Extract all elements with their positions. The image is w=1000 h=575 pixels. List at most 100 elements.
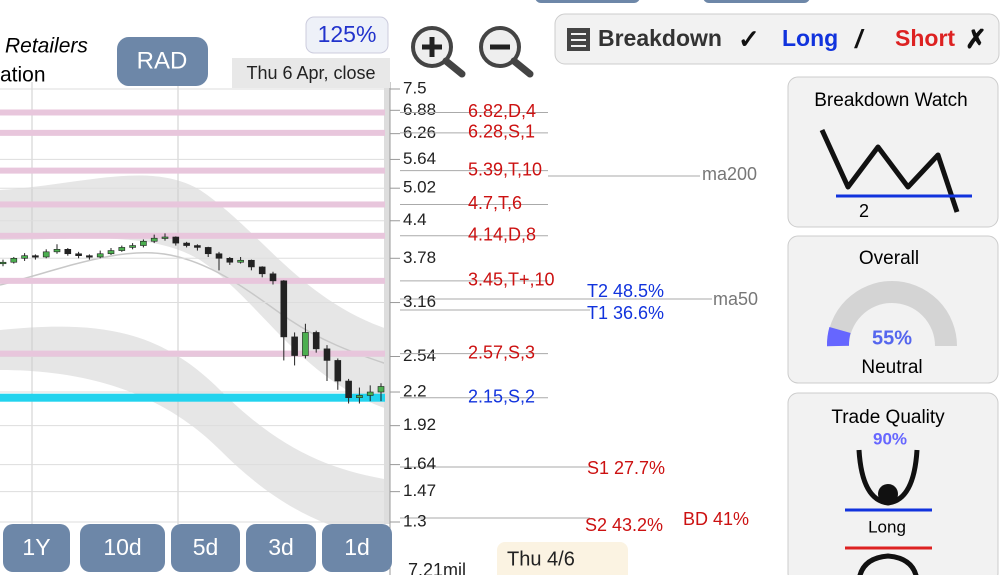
level-label: 5.39,T,10 [468, 159, 542, 179]
candle-body [366, 391, 374, 396]
candle-body [0, 261, 7, 265]
signal[interactable]: Long [782, 25, 838, 51]
ma-label: ma50 [713, 289, 758, 309]
period-label: 10d [103, 534, 141, 560]
zoom-in[interactable] [411, 26, 466, 78]
date-box [232, 58, 390, 88]
zoom: 125% [318, 21, 377, 47]
sector: ation [0, 64, 46, 87]
zoom-box[interactable] [305, 16, 389, 54]
ball [878, 484, 898, 504]
symbol: RAD [137, 47, 188, 74]
candle-body [75, 253, 82, 256]
symbol-button[interactable] [117, 37, 208, 86]
candle-body [204, 247, 212, 255]
candle-body [302, 332, 309, 356]
candle-body [226, 257, 234, 263]
candle-body [323, 348, 331, 361]
list-icon [567, 28, 590, 51]
level-band [0, 129, 385, 136]
candle-body [194, 245, 201, 248]
y-tick-label: 3.16 [403, 292, 436, 311]
sector: Retailers [5, 35, 88, 58]
y-tick-label: 1.47 [403, 481, 436, 500]
period-label: 5d [193, 534, 219, 560]
gauge [827, 281, 957, 347]
level-band [0, 350, 385, 357]
period-button[interactable] [3, 524, 70, 572]
panel-title: Trade Quality [831, 407, 945, 428]
level-band [0, 277, 385, 284]
period-button[interactable] [171, 524, 240, 572]
panel[interactable] [787, 392, 999, 575]
candle-body [237, 259, 244, 263]
period-label: 1d [344, 534, 370, 560]
level-band [0, 201, 385, 208]
candle-body [86, 255, 93, 258]
footer-date-box [497, 542, 628, 575]
candle-body [21, 255, 28, 259]
candle-body [32, 255, 39, 258]
panel[interactable] [787, 235, 999, 384]
target: S1 27.7% [587, 458, 665, 478]
signal-bar [554, 13, 1000, 65]
candle-body [161, 236, 169, 239]
candle-body [140, 240, 147, 246]
target: T1 36.6% [587, 303, 664, 323]
pattern-icon [819, 128, 960, 213]
panel-count: 2 [859, 201, 869, 221]
level-label: 6.28,S,1 [468, 122, 535, 142]
signal-mark: / [854, 24, 865, 54]
signal-mark: ✗ [965, 24, 987, 54]
panel-title: Overall [859, 248, 919, 269]
y-tick-label: 5.64 [403, 149, 436, 168]
chart-area [0, 82, 390, 524]
gauge-value [827, 327, 851, 347]
level-band [0, 109, 385, 116]
y-tick-label: 5.02 [403, 178, 436, 197]
period-label: 1Y [22, 534, 50, 560]
signal[interactable]: Breakdown [598, 25, 722, 51]
period-button[interactable] [80, 524, 165, 572]
panel-percent: 55% [872, 327, 912, 349]
candle-body [118, 247, 126, 251]
y-tick-label: 2.2 [403, 382, 427, 401]
candle-body [377, 386, 385, 393]
y-tick-label: 1.92 [403, 415, 436, 434]
candle-body [312, 332, 320, 350]
period-button[interactable] [322, 524, 392, 572]
scrollbar [384, 82, 390, 524]
panel[interactable] [787, 76, 999, 228]
candle-body [42, 251, 50, 258]
candle-body [334, 360, 342, 382]
panel-title: Breakdown Watch [814, 90, 967, 111]
candle-body [129, 245, 136, 248]
signal[interactable]: Short [895, 25, 955, 51]
candle-body [345, 380, 352, 398]
level-label: 2.57,S,3 [468, 342, 535, 362]
period-button[interactable] [246, 524, 316, 572]
tab[interactable] [703, 0, 810, 3]
y-tick-label: 3.78 [403, 248, 436, 267]
tab[interactable] [535, 0, 640, 3]
candle-body [269, 273, 277, 282]
y-tick-label: 1.3 [403, 511, 427, 530]
y-tick-label: 6.88 [403, 100, 436, 119]
y-tick-label: 7.5 [403, 78, 427, 97]
level-band [0, 393, 385, 402]
candle-body [356, 395, 363, 398]
period-label: 3d [268, 534, 294, 560]
candle-body [96, 253, 104, 258]
zoom-out[interactable] [479, 26, 534, 78]
candle-body [215, 253, 223, 259]
candle-body [280, 280, 288, 338]
candle-body [150, 237, 158, 242]
y-tick-label: 2.54 [403, 346, 436, 365]
candle-body [64, 249, 72, 255]
target: BD 41% [683, 509, 749, 529]
target: S2 43.2% [585, 515, 663, 535]
candle-body [172, 236, 180, 244]
candle-body [291, 336, 298, 356]
